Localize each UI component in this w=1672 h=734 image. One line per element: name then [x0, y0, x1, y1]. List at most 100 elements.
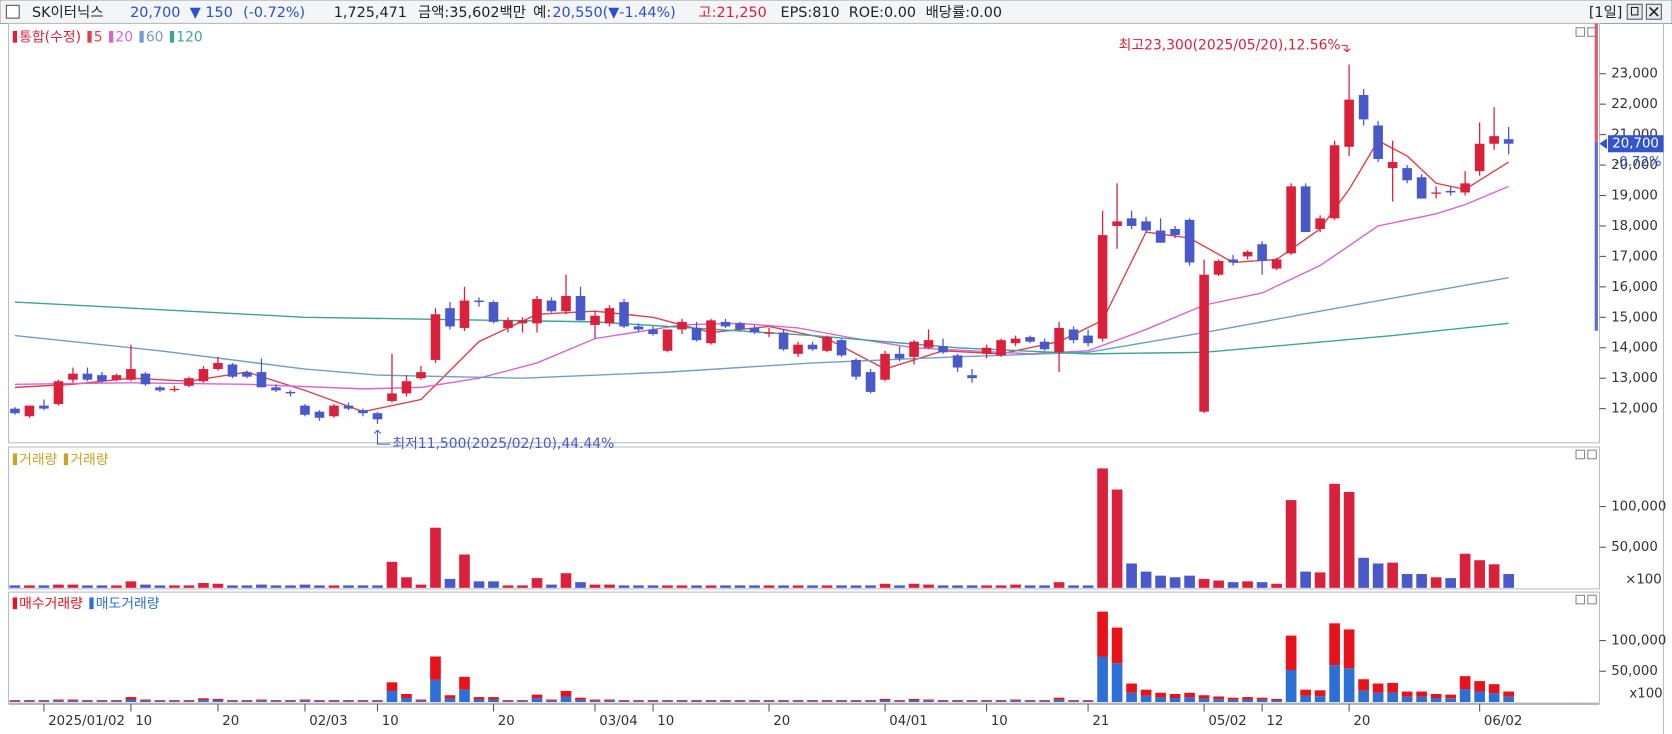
candle-body [764, 332, 774, 334]
stacked-bar [96, 700, 108, 702]
candle-body [1010, 338, 1021, 344]
candle-body [1184, 219, 1195, 263]
panel-min[interactable] [1575, 449, 1586, 460]
volume-bar [589, 584, 601, 588]
volume-bar [517, 585, 528, 588]
candle-body [68, 373, 78, 380]
candle-body [793, 344, 803, 354]
price: 20,700 [130, 5, 180, 21]
stacked-bar [1488, 684, 1500, 694]
volume-bar [618, 585, 630, 588]
candle-body [778, 332, 789, 350]
stacked-bar [1416, 691, 1427, 697]
close-icon [1649, 6, 1659, 17]
stacked-bar [9, 700, 21, 702]
legend-marker [63, 453, 69, 466]
legend-label: 매수거래량 [19, 596, 83, 612]
volume-bar [1097, 468, 1108, 588]
stacked-bar [1140, 695, 1152, 702]
candle-body [1474, 143, 1485, 172]
volume-bar [1010, 584, 1021, 588]
last-price-box [1608, 135, 1664, 153]
stacked-bar [1488, 693, 1500, 702]
stacked-bar [517, 701, 528, 702]
stacked-bar [473, 697, 485, 700]
legend-label: 매도거래량 [96, 596, 160, 612]
volume-bar [1068, 585, 1079, 588]
legend-label: 거래량 [70, 452, 108, 468]
stacked-bar [96, 701, 108, 702]
volume-bar [430, 527, 441, 588]
candle-body [285, 391, 296, 394]
expected-label: 예: [533, 4, 551, 21]
stacked-bar [575, 697, 586, 700]
stacked-bar [778, 701, 789, 702]
volume-bar [299, 584, 311, 588]
candle-body [996, 340, 1006, 356]
maximize-button[interactable] [1626, 3, 1643, 20]
legend-marker [12, 453, 18, 466]
panel-close[interactable] [1587, 594, 1597, 605]
candle-body [735, 323, 745, 330]
candle-body [604, 308, 615, 324]
volume-bar [604, 584, 615, 588]
stacked-bar [24, 700, 35, 702]
stacked-bar [415, 700, 427, 702]
panel-min[interactable] [1575, 594, 1586, 605]
stacked-bar [763, 700, 775, 702]
candle-body [1503, 139, 1514, 144]
volume-bar [1126, 563, 1137, 588]
volume-bar [807, 585, 818, 588]
stacked-bar [1314, 696, 1326, 702]
legend-marker [89, 597, 94, 610]
volume-bar [227, 585, 238, 588]
panel-close[interactable] [1587, 27, 1597, 37]
volume-panel [7, 446, 1601, 590]
stacked-bar [778, 700, 789, 702]
candle-body [546, 300, 557, 312]
stacked-bar [1213, 699, 1224, 702]
volume-bar [1416, 574, 1427, 588]
stacked-bar [836, 700, 847, 702]
stacked-bar [1227, 697, 1239, 700]
candle-body [952, 355, 963, 368]
stacked-bar [343, 701, 354, 702]
checkbox[interactable] [5, 4, 20, 19]
panel-close[interactable] [1587, 449, 1597, 460]
stacked-bar [227, 700, 238, 702]
volume-bar [1387, 562, 1398, 588]
volume-bar [821, 585, 833, 588]
volume-bar [1039, 585, 1050, 588]
volume-bar [1314, 572, 1326, 588]
stacked-bar [430, 679, 441, 702]
stacked-bar [386, 682, 398, 691]
volume-bar [865, 585, 876, 588]
candle-body [300, 405, 310, 415]
stacked-bar [734, 700, 746, 702]
candle-body [517, 320, 528, 324]
stacked-bar [1097, 611, 1108, 657]
y-tick-label: 15,000 [1611, 310, 1658, 325]
candle-body [1025, 337, 1035, 342]
volume-bar [1227, 582, 1239, 588]
stacked-bar [343, 700, 354, 702]
candle-body [430, 314, 441, 360]
volume-bar [1329, 483, 1340, 588]
volume-bar [328, 585, 340, 588]
period[interactable]: [1일] [1589, 4, 1623, 21]
legend-marker [12, 597, 18, 610]
stacked-bar [1155, 692, 1166, 698]
stacked-bar [618, 701, 630, 702]
candle-body [343, 405, 354, 409]
candle-body [213, 362, 223, 370]
panel-min[interactable] [1575, 27, 1586, 37]
candle-body [24, 405, 35, 417]
stacked-bar [821, 701, 833, 702]
stacked-bar [401, 694, 412, 698]
stacked-bar [952, 700, 963, 702]
volume-bar [1358, 557, 1369, 588]
y-tick-label: 50,000 [1611, 664, 1658, 679]
stacked-bar [328, 701, 340, 702]
volume-bar [256, 584, 267, 588]
stacked-bar [1271, 698, 1282, 701]
